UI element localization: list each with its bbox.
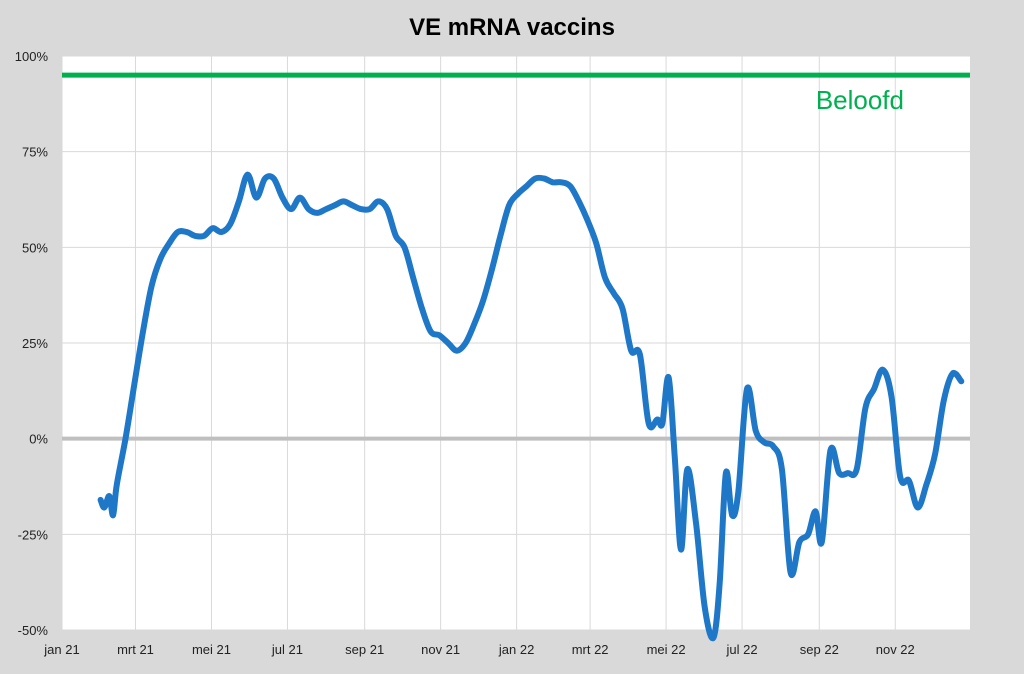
y-tick-label: 25% — [22, 336, 48, 351]
x-tick-label: mei 21 — [192, 642, 231, 657]
y-tick-label: -25% — [18, 527, 49, 542]
x-tick-labels: jan 21 mrt 21 mei 21 jul 21 sep 21 nov 21 jan … — [43, 642, 915, 657]
x-tick-label: sep 22 — [800, 642, 839, 657]
y-tick-label: 75% — [22, 145, 48, 160]
x-tick-label: jan 21 — [43, 642, 79, 657]
reference-lines: Beloofd — [62, 72, 970, 441]
x-tick-label: nov 22 — [876, 642, 915, 657]
beloofd-label: Beloofd — [816, 85, 904, 115]
series-group — [97, 171, 965, 642]
y-tick-label: -50% — [18, 623, 49, 638]
x-tick-label: nov 21 — [421, 642, 460, 657]
x-tick-label: sep 21 — [345, 642, 384, 657]
y-tick-label: 100% — [15, 49, 49, 64]
x-tick-label: jul 21 — [271, 642, 303, 657]
x-tick-label: mrt 22 — [572, 642, 609, 657]
y-tick-label: 50% — [22, 240, 48, 255]
x-tick-label: jan 22 — [498, 642, 534, 657]
y-tick-label: 0% — [29, 432, 48, 447]
y-tick-labels: 100% 75% 50% 25% 0% -25% -50% — [15, 49, 49, 638]
chart-title: VE mRNA vaccins — [409, 14, 615, 41]
x-tick-label: mei 22 — [647, 642, 686, 657]
x-tick-label: jul 22 — [726, 642, 758, 657]
x-tick-label: mrt 21 — [117, 642, 154, 657]
ve-series-line — [97, 171, 965, 642]
